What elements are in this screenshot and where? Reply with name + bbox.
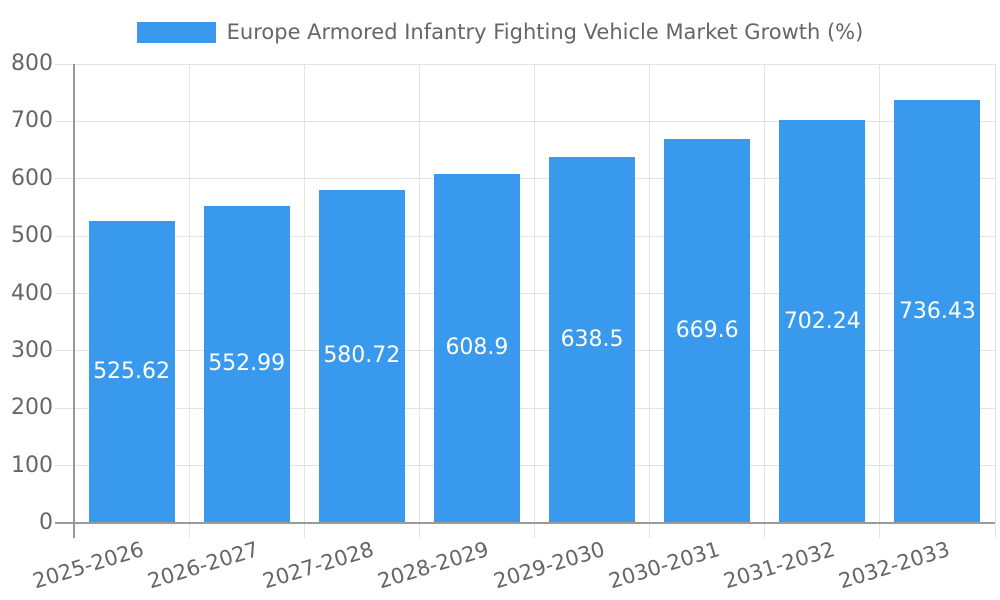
bar[interactable] [664,138,751,523]
bar-value-label: 552.99 [208,351,286,377]
y-tick-label: 500 [11,223,53,249]
x-tick-label: 2025-2026 [30,537,147,594]
bar[interactable] [318,189,405,523]
y-axis-line [72,64,75,538]
legend-label: Europe Armored Infantry Fighting Vehicle… [226,20,864,44]
y-gridline [55,350,995,352]
y-tick-label: 400 [11,280,53,306]
y-gridline [55,178,995,180]
y-gridline [55,465,995,467]
y-gridline [55,235,995,237]
x-gridline [879,64,881,538]
x-tick-label: 2027-2028 [260,537,377,594]
bar[interactable] [779,120,866,523]
x-gridline [649,64,651,538]
x-gridline [534,64,535,538]
y-tick-label: 0 [39,510,53,535]
x-gridline [303,64,305,538]
bar[interactable] [433,173,520,523]
bar-value-label: 638.5 [560,326,624,352]
y-gridline [55,293,995,294]
bar-value-label: 608.9 [445,335,509,361]
y-gridline [55,120,995,122]
x-gridline [994,64,996,538]
x-tick-label: 2032-2033 [835,537,953,594]
y-tick-label: 800 [11,51,53,76]
bar[interactable] [88,221,175,523]
y-tick-label: 200 [11,395,53,421]
bar-value-label: 702.24 [783,308,861,334]
y-tick-label: 100 [11,452,53,478]
legend-swatch [136,22,216,43]
y-tick-label: 600 [11,165,53,191]
bar-value-label: 580.72 [323,343,401,369]
x-gridline [188,64,190,538]
y-tick-label: 700 [11,108,53,134]
bar[interactable] [894,100,981,523]
bar-value-label: 525.62 [93,359,171,385]
x-tick-label: 2026-2027 [145,537,262,594]
y-gridline [55,63,995,65]
bar-value-label: 669.6 [675,317,739,343]
x-tick-label: 2031-2032 [720,537,838,594]
bar-value-label: 736.43 [898,298,976,324]
bar[interactable] [549,156,636,523]
x-tick-label: 2028-2029 [375,537,492,594]
legend-item[interactable]: Europe Armored Infantry Fighting Vehicle… [0,20,1000,45]
x-tick-label: 2030-2031 [605,537,723,594]
x-tick-label: 2029-2030 [490,537,608,594]
y-tick-label: 300 [11,337,53,363]
x-axis-line [55,522,995,524]
y-gridline [55,407,995,409]
x-gridline [764,64,766,538]
bar[interactable] [203,205,290,523]
x-gridline [418,64,420,538]
